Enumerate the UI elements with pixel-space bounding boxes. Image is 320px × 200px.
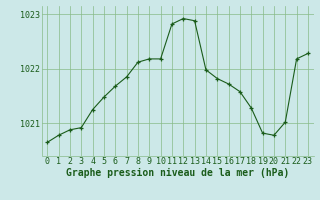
- X-axis label: Graphe pression niveau de la mer (hPa): Graphe pression niveau de la mer (hPa): [66, 168, 289, 178]
